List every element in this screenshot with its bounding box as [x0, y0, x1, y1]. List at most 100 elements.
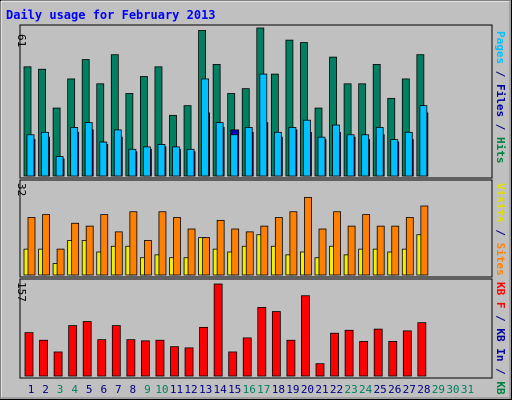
- sites-bar: [114, 231, 123, 276]
- sites-bar: [391, 225, 400, 276]
- kbytes-bar: [286, 339, 296, 377]
- kbytes-bar: [330, 332, 339, 377]
- pages-bar: [201, 78, 210, 177]
- pages-bar: [390, 139, 399, 177]
- kbytes-bar: [140, 340, 150, 377]
- panel-bot-bars: [24, 283, 427, 377]
- sites-bar: [100, 214, 109, 276]
- day-label: 22: [330, 383, 343, 396]
- kbytes-bar: [301, 295, 310, 377]
- legend-part-1: /: [494, 309, 507, 329]
- sites-bar: [362, 214, 371, 276]
- sites-bar: [347, 225, 356, 276]
- kbytes-bar: [359, 341, 369, 377]
- kbytes-bar: [257, 307, 267, 377]
- sites-bar: [376, 225, 385, 276]
- kbytes-bar: [344, 329, 354, 377]
- sites-bar: [56, 248, 65, 276]
- legend-part-3: /: [494, 362, 507, 382]
- kbytes-bar: [68, 325, 78, 377]
- pages-bar: [259, 73, 268, 177]
- day-label: 10: [155, 383, 168, 396]
- legend-part-1: /: [494, 64, 507, 84]
- pages-bar: [55, 156, 64, 177]
- sites-bar: [274, 217, 283, 276]
- day-label: 30: [446, 383, 459, 396]
- kbytes-bar: [402, 330, 412, 377]
- pages-bar: [215, 122, 224, 177]
- sites-bar: [85, 225, 94, 276]
- day-label: 31: [461, 383, 474, 396]
- visits-sites-panel: 32 Visits / Sites: [15, 179, 507, 278]
- panel-bot-legend: KB F / KB In / KB Out: [494, 282, 507, 400]
- day-label: 14: [214, 383, 228, 396]
- pages-bar: [99, 141, 108, 177]
- legend-part-0: Visits: [494, 183, 507, 223]
- day-label: 4: [71, 383, 78, 396]
- day-label: 23: [344, 383, 357, 396]
- panel-mid-bars: [23, 196, 429, 276]
- sites-bar: [71, 222, 80, 276]
- kbytes-bar: [24, 332, 34, 377]
- pages-bar: [128, 148, 137, 177]
- day-label: 21: [315, 383, 328, 396]
- sites-bar: [187, 228, 196, 276]
- pages-bar: [332, 124, 340, 177]
- day-label: 28: [417, 383, 430, 396]
- pages-bar: [346, 134, 355, 177]
- sites-bar: [42, 214, 50, 276]
- pages-bar: [288, 127, 297, 177]
- sites-bar: [158, 211, 167, 276]
- kbytes-bar: [97, 339, 107, 377]
- sites-bar: [318, 228, 327, 276]
- pages-bar: [361, 134, 370, 177]
- day-label: 6: [100, 383, 107, 396]
- panel-top-bars: [23, 27, 429, 177]
- pages-bar: [70, 127, 79, 177]
- sites-bar: [202, 237, 211, 276]
- sites-bar: [231, 228, 240, 276]
- panel-top-legend: Pages / Files / Hits: [494, 31, 507, 164]
- sites-bar: [304, 196, 312, 276]
- pages-bar: [375, 127, 384, 177]
- sites-bar: [173, 217, 181, 276]
- day-label: 17: [257, 383, 270, 396]
- kbytes-bar: [126, 339, 136, 377]
- day-label: 2: [42, 383, 49, 396]
- day-label: 18: [272, 383, 285, 396]
- kbytes-bar: [82, 321, 92, 377]
- kbytes-bar: [315, 363, 325, 377]
- day-label: 27: [403, 383, 416, 396]
- pages-bar: [172, 146, 180, 177]
- kbytes-bar: [39, 339, 48, 377]
- sites-bar: [289, 211, 298, 276]
- legend-part-2: Files: [494, 84, 507, 117]
- kbytes-bar: [213, 283, 223, 377]
- kbytes-bar: [228, 351, 238, 377]
- kbytes-bar: [199, 326, 209, 377]
- day-label: 20: [301, 383, 314, 396]
- pages-bar: [230, 134, 239, 177]
- kbytes-bar: [111, 325, 121, 377]
- day-label: 15: [228, 383, 241, 396]
- kbytes-bar: [184, 347, 194, 377]
- pages-bar: [404, 131, 413, 177]
- chart-title: Daily usage for February 2013: [6, 8, 216, 22]
- day-label: 9: [144, 383, 151, 396]
- pages-bar: [244, 127, 253, 177]
- hits-files-pages-panel: 61 Pages / Files / Hits: [15, 24, 507, 179]
- day-label: 5: [86, 383, 93, 396]
- legend-part-2: Sites: [494, 243, 507, 276]
- kbytes-bar: [242, 337, 252, 377]
- day-label: 25: [374, 383, 387, 396]
- pages-bar: [317, 136, 326, 177]
- legend-part-2: KB In: [494, 328, 507, 361]
- kbytes-bar: [373, 328, 383, 377]
- sites-bar: [27, 217, 36, 276]
- pages-bar: [26, 134, 35, 177]
- day-label: 8: [130, 383, 137, 396]
- sites-bar: [333, 211, 341, 276]
- kbytes-panel: 157 KB F / KB In / KB Out: [15, 278, 507, 400]
- day-label: 1: [28, 383, 35, 396]
